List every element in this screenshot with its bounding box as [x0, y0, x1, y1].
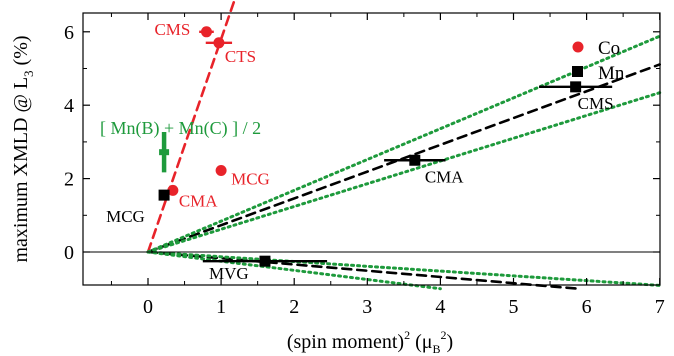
fit-lines	[146, 0, 662, 291]
y-tick-label-0: 0	[64, 242, 74, 264]
fit-line-4	[146, 91, 662, 254]
legend-mn-marker	[572, 66, 583, 77]
mn-point-cms	[570, 81, 582, 93]
y-tick-label-6: 6	[64, 22, 74, 44]
x-tick-label-7: 7	[655, 296, 665, 318]
x-tick-label-6: 6	[582, 296, 592, 318]
co-label-mcg: MCG	[231, 170, 270, 189]
tick-labels: 0 1 2 3 4 5 6 7 0 2 4 6	[64, 22, 665, 318]
legend: Co Mn	[572, 38, 625, 84]
avg-label: [ Mn(B) + Mn(C) ] / 2	[100, 118, 261, 139]
legend-co-label: Co	[598, 38, 620, 59]
co-label-cts: CTS	[225, 47, 256, 66]
avg-point	[159, 149, 170, 156]
y-tick-label-4: 4	[64, 95, 74, 117]
fit-line-6	[146, 250, 662, 287]
mn-label-mcg: MCG	[106, 207, 145, 226]
fit-line-7	[146, 250, 442, 291]
mn-label-cma: CMA	[425, 167, 464, 186]
x-tick-label-1: 1	[216, 296, 226, 318]
x-tick-label-2: 2	[289, 296, 299, 318]
x-tick-label-5: 5	[509, 296, 519, 318]
mn-label-cms: CMS	[578, 94, 614, 113]
fit-line-1	[146, 0, 236, 254]
mn-point-mcg	[158, 189, 170, 201]
point-labels: CMS CTS MCG CMA MCG CMA CMS MVG [ Mn(B) + Mn(C) …	[100, 20, 614, 283]
fit-line-2	[146, 63, 662, 254]
mn-point-mvg	[259, 255, 271, 267]
co-label-cma: CMA	[179, 191, 218, 210]
co-point-cma	[167, 184, 179, 196]
x-axis-label: (spin moment)2 (μB2)	[287, 328, 453, 356]
mn-point-cma	[409, 154, 421, 166]
y-axis-label: maximum XMLD @ L3 (%)	[10, 35, 36, 262]
fit-line-5	[146, 250, 580, 291]
markers	[158, 26, 582, 267]
co-label-cms: CMS	[154, 20, 190, 39]
y-tick-label-2: 2	[64, 169, 74, 191]
x-tick-label-0: 0	[143, 296, 153, 318]
co-point-cts	[213, 37, 225, 49]
x-tick-label-3: 3	[362, 296, 372, 318]
co-point-mcg	[215, 165, 227, 177]
ticks	[83, 13, 661, 285]
co-point-cms	[200, 26, 212, 38]
legend-co-marker	[572, 41, 584, 53]
legend-mn-label: Mn	[598, 63, 625, 84]
mn-label-mvg: MVG	[209, 264, 249, 283]
x-tick-label-4: 4	[435, 296, 445, 318]
plot-frame	[82, 12, 661, 286]
